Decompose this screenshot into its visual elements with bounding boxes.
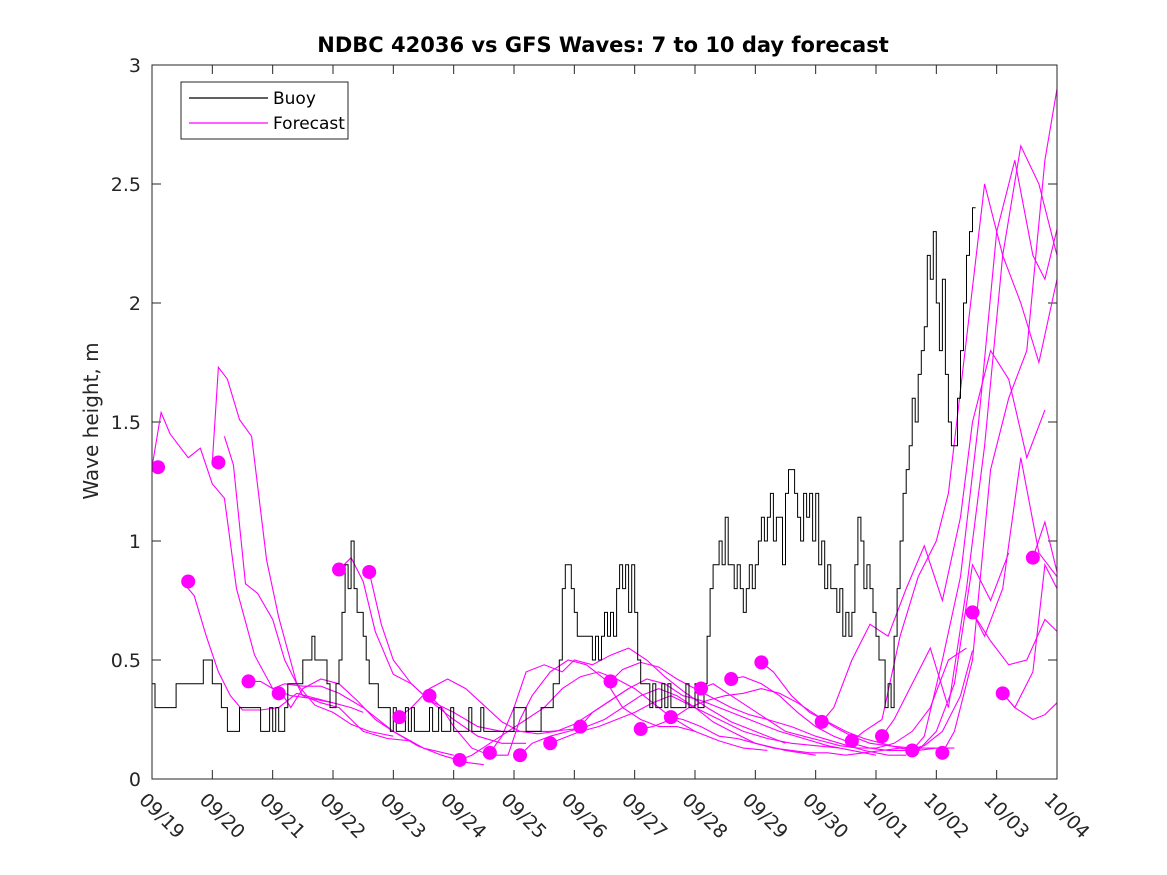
plot-background bbox=[152, 65, 1057, 779]
forecast-line-10 bbox=[429, 659, 696, 756]
forecast-marker bbox=[844, 733, 859, 748]
x-tick-label: 09/21 bbox=[255, 789, 309, 843]
y-axis-label: Wave height, m bbox=[79, 342, 103, 499]
forecast-line-17 bbox=[640, 688, 937, 749]
forecast-marker bbox=[362, 564, 377, 579]
x-tick-label: 10/04 bbox=[1039, 789, 1093, 843]
forecast-line-22 bbox=[821, 349, 1046, 723]
forecast-marker bbox=[814, 714, 829, 729]
forecast-marker bbox=[754, 655, 769, 670]
forecast-marker bbox=[724, 672, 739, 687]
x-tick-label: 09/22 bbox=[315, 789, 369, 843]
forecast-line-19 bbox=[700, 647, 967, 749]
forecast-line-29 bbox=[1032, 520, 1057, 573]
forecast-marker bbox=[392, 710, 407, 725]
forecast-line-9 bbox=[399, 678, 629, 735]
forecast-line-21 bbox=[761, 552, 1010, 751]
forecast-line-31 bbox=[972, 612, 1057, 666]
x-tick-label: 09/19 bbox=[134, 789, 188, 843]
forecast-line-4 bbox=[223, 436, 412, 742]
forecast-line-26 bbox=[941, 88, 1057, 754]
x-tick-label: 09/30 bbox=[798, 789, 852, 843]
forecast-marker bbox=[452, 752, 467, 767]
forecast-marker bbox=[1025, 550, 1040, 565]
data-layer bbox=[152, 88, 1057, 767]
forecast-marker bbox=[905, 743, 920, 758]
y-tick-label: 1 bbox=[129, 531, 141, 553]
forecast-line-23 bbox=[851, 183, 1057, 742]
forecast-line-1 bbox=[152, 410, 334, 704]
y-tick-label: 0 bbox=[129, 769, 141, 791]
x-tick-label: 10/02 bbox=[919, 789, 973, 843]
x-tick-label: 09/26 bbox=[557, 789, 611, 843]
forecast-marker bbox=[935, 745, 950, 760]
y-tick-label: 2 bbox=[129, 293, 141, 315]
x-tick-label: 10/03 bbox=[979, 789, 1033, 843]
x-tick-label: 09/28 bbox=[677, 789, 731, 843]
chart-title: NDBC 42036 vs GFS Waves: 7 to 10 day for… bbox=[317, 33, 888, 57]
x-tick-label: 09/20 bbox=[195, 789, 249, 843]
y-tick-label: 2.5 bbox=[111, 174, 141, 196]
forecast-line-24 bbox=[881, 144, 1057, 737]
forecast-marker bbox=[633, 722, 648, 737]
axes-box bbox=[151, 64, 1058, 780]
x-tick-label: 09/23 bbox=[376, 789, 430, 843]
buoy-line bbox=[152, 207, 976, 732]
legend-box bbox=[180, 81, 349, 140]
forecast-marker bbox=[965, 605, 980, 620]
forecast-line-30 bbox=[1002, 692, 1057, 721]
forecast-marker bbox=[422, 688, 437, 703]
forecast-line-12 bbox=[489, 647, 786, 754]
forecast-marker bbox=[482, 745, 497, 760]
forecast-marker bbox=[543, 736, 558, 751]
forecast-marker bbox=[513, 748, 528, 763]
y-tick-label: 0.5 bbox=[111, 650, 141, 672]
legend-label-buoy: Buoy bbox=[273, 89, 316, 109]
forecast-marker bbox=[603, 674, 618, 689]
forecast-marker bbox=[271, 686, 286, 701]
forecast-line-3 bbox=[211, 365, 394, 737]
forecast-line-27 bbox=[972, 457, 1057, 638]
forecast-line-6 bbox=[281, 678, 484, 766]
forecast-marker bbox=[181, 574, 196, 589]
forecast-marker bbox=[663, 710, 678, 725]
forecast-marker bbox=[875, 729, 890, 744]
forecast-line-15 bbox=[579, 678, 877, 756]
forecast-marker bbox=[995, 686, 1010, 701]
forecast-marker bbox=[694, 681, 709, 696]
forecast-line-25 bbox=[911, 160, 1057, 751]
forecast-marker bbox=[152, 460, 166, 475]
y-tick-label: 1.5 bbox=[111, 412, 141, 434]
forecast-marker bbox=[241, 674, 256, 689]
x-tick-label: 09/24 bbox=[436, 789, 490, 843]
forecast-marker bbox=[573, 719, 588, 734]
forecast-marker bbox=[332, 562, 347, 577]
x-tick-label: 09/27 bbox=[617, 789, 671, 843]
forecast-marker bbox=[211, 455, 226, 470]
y-tick-label: 3 bbox=[129, 55, 141, 77]
legend-label-forecast: Forecast bbox=[273, 114, 345, 134]
x-tick-label: 10/01 bbox=[858, 789, 912, 843]
x-tick-label: 09/25 bbox=[496, 789, 550, 843]
x-tick-label: 09/29 bbox=[738, 789, 792, 843]
